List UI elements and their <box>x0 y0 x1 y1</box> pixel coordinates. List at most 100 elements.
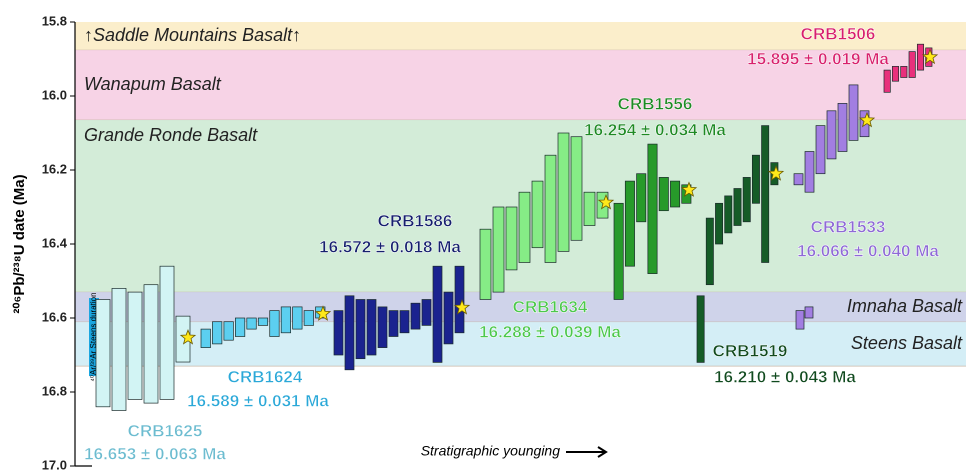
date-box <box>636 173 647 223</box>
y-tick-label: 16.8 <box>42 383 67 398</box>
date-box <box>246 317 257 330</box>
sample-name: CRB1556 <box>618 94 693 113</box>
band <box>75 50 966 121</box>
date-box <box>891 66 900 82</box>
date-box <box>908 51 916 78</box>
weighted-mean-star <box>921 48 939 65</box>
date-box <box>111 288 127 411</box>
date-box <box>432 265 443 363</box>
date-box <box>95 299 111 408</box>
date-box <box>492 206 505 293</box>
date-box <box>916 43 925 71</box>
x-axis-arrow <box>566 446 608 458</box>
y-tick-label: 16.2 <box>42 161 67 176</box>
sample-name: CRB1519 <box>713 341 788 360</box>
date-box <box>443 291 454 345</box>
date-box <box>531 180 544 249</box>
sample-name: CRB1625 <box>128 421 203 440</box>
date-box <box>257 317 269 326</box>
y-tick-label: 15.8 <box>42 13 67 28</box>
sample-age: 16.254 ± 0.034 Ma <box>584 120 726 139</box>
date-box <box>715 202 724 245</box>
date-box <box>388 310 399 337</box>
weighted-mean-star <box>597 193 615 210</box>
date-box <box>848 84 859 141</box>
date-box <box>159 265 175 400</box>
date-box <box>410 302 421 330</box>
weighted-mean-star <box>680 181 698 197</box>
date-box <box>544 154 557 263</box>
weighted-mean-star <box>767 165 785 181</box>
date-box <box>344 295 355 371</box>
date-box <box>705 217 714 286</box>
date-box <box>518 191 531 263</box>
date-box <box>269 310 280 337</box>
date-box <box>724 195 733 234</box>
sample-name: CRB1624 <box>228 367 303 386</box>
date-box <box>127 291 143 400</box>
band <box>75 292 966 323</box>
date-box <box>557 132 570 252</box>
date-box <box>355 299 366 360</box>
date-box <box>826 110 837 160</box>
weighted-mean-star <box>314 305 332 321</box>
y-tick-label: 16.6 <box>42 309 67 324</box>
date-box <box>292 306 303 330</box>
sample-age: 16.066 ± 0.040 Ma <box>797 241 939 260</box>
sample-name: CRB1634 <box>513 297 588 316</box>
band <box>75 322 966 367</box>
date-box <box>658 177 669 212</box>
date-box <box>333 310 344 356</box>
date-box <box>883 69 891 93</box>
date-box <box>200 328 211 348</box>
date-box <box>900 66 908 78</box>
band <box>75 22 966 51</box>
date-box <box>795 310 805 330</box>
band-label: Wanapum Basalt <box>84 74 222 94</box>
sample-age: 16.572 ± 0.018 Ma <box>319 237 461 256</box>
y-axis-title: ²⁰⁶Pb/²³⁸U date (Ma) <box>11 174 28 313</box>
date-box <box>837 103 848 152</box>
date-box <box>742 177 751 223</box>
argon-range <box>89 298 99 377</box>
sample-age: 15.895 ± 0.019 Ma <box>747 49 889 68</box>
date-box <box>303 310 314 326</box>
sample-age: 16.210 ± 0.043 Ma <box>714 367 856 386</box>
date-box <box>793 173 804 186</box>
date-box <box>761 125 770 263</box>
weighted-mean-star <box>453 298 471 315</box>
date-box <box>613 202 624 300</box>
sample-name: CRB1533 <box>811 217 886 236</box>
date-box <box>583 191 596 226</box>
date-box <box>647 143 658 274</box>
date-box <box>421 299 432 326</box>
date-box <box>223 321 234 341</box>
band-label: Steens Basalt <box>851 333 963 353</box>
date-box <box>815 125 826 175</box>
y-tick-label: 16.4 <box>42 235 68 250</box>
x-axis-title: Stratigraphic younging <box>421 443 561 459</box>
date-box <box>399 310 410 334</box>
argon-label: ⁴⁰Ar/³⁹Ar Steens duration <box>89 292 98 381</box>
weighted-mean-star <box>179 328 197 345</box>
date-box <box>212 321 223 345</box>
date-box <box>624 180 635 267</box>
sample-name: CRB1506 <box>801 24 876 43</box>
date-box <box>505 206 518 271</box>
sample-age: 16.288 ± 0.039 Ma <box>479 322 621 341</box>
date-box <box>733 188 742 226</box>
date-box <box>804 151 815 193</box>
date-box <box>670 180 681 208</box>
date-box <box>143 284 159 404</box>
band-label: Grande Ronde Basalt <box>84 125 258 145</box>
date-box <box>479 228 492 300</box>
date-box <box>751 154 760 204</box>
y-tick-label: 16.0 <box>42 87 67 102</box>
date-box <box>454 265 465 334</box>
date-box <box>235 317 246 337</box>
band-label: ↑Saddle Mountains Basalt↑ <box>84 25 301 45</box>
weighted-mean-star <box>858 111 876 128</box>
y-tick-label: 17.0 <box>42 457 67 472</box>
band-label: Imnaha Basalt <box>847 296 963 316</box>
